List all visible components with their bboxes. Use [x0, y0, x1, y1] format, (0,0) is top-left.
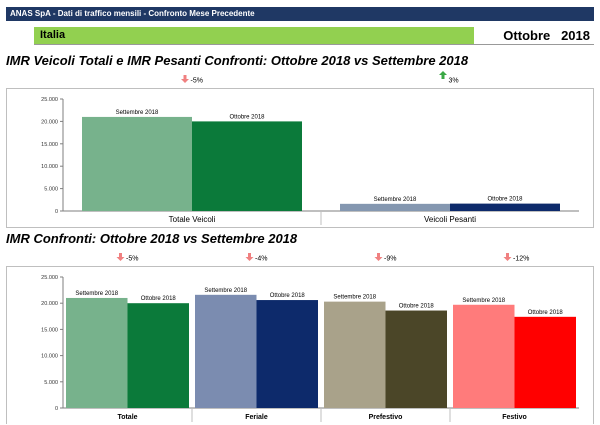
y-tick-label: 10.000: [41, 164, 58, 170]
y-tick-label: 25.000: [41, 97, 58, 103]
bar-series-label: Ottobre 2018: [487, 197, 523, 203]
change-percent: -5%: [126, 256, 138, 263]
y-tick-label: 15.000: [41, 142, 58, 148]
y-tick-label: 5.000: [44, 187, 58, 193]
bar-ottobre: [385, 310, 447, 408]
bar-series-label: Settembre 2018: [204, 288, 247, 294]
category-label: Prefestivo: [369, 414, 403, 421]
section-title-totali-pesanti: IMR Veicoli Totali e IMR Pesanti Confron…: [6, 53, 469, 68]
header-divider: [34, 44, 594, 45]
region-label: Italia: [34, 27, 474, 44]
bar-series-label: Settembre 2018: [116, 110, 159, 116]
bar-settembre: [66, 297, 128, 408]
arrow-up-icon: [439, 71, 447, 79]
chart-totali-pesanti: 0 5.000 10.000 15.000 20.000 25.000 Settembre …: [41, 97, 579, 225]
category-label: Veicoli Pesanti: [424, 215, 476, 224]
y-tick-label: 25.000: [41, 275, 58, 281]
y-tick-label: 15.000: [41, 327, 58, 333]
category-label: Totale Veicoli: [169, 215, 216, 224]
bar-series-label: Ottobre 2018: [399, 304, 435, 310]
change-percent: 3%: [449, 78, 459, 85]
y-tick-label: 0: [55, 406, 58, 412]
bar-series-label: Ottobre 2018: [528, 310, 564, 316]
arrow-down-icon: [245, 253, 254, 261]
bar-series-label: Ottobre 2018: [229, 114, 265, 120]
bar-series-label: Settembre 2018: [333, 295, 376, 301]
change-indicators-chart-1: -5% 3%: [181, 71, 459, 85]
change-percent: -5%: [191, 78, 203, 85]
bar-settembre: [82, 116, 192, 211]
bar-settembre: [453, 304, 515, 408]
change-percent: -12%: [513, 256, 529, 263]
section-title-confronti: IMR Confronti: Ottobre 2018 vs Settembre…: [6, 231, 298, 246]
y-tick-label: 5.000: [44, 380, 58, 386]
arrow-down-icon: [181, 75, 189, 83]
change-indicators-chart-2: -5% -4% -9% -12%: [116, 253, 529, 263]
chart-frame-2: 0 5.000 10.000 15.000 20.000 25.000 Settembre …: [6, 266, 594, 424]
bar-series-label: Ottobre 2018: [270, 293, 306, 299]
bar-series-label: Settembre 2018: [462, 298, 505, 304]
bar-series-label: Ottobre 2018: [141, 296, 177, 302]
chart-confronti: 0 5.000 10.000 15.000 20.000 25.000 Settembre …: [41, 275, 579, 422]
arrow-down-icon: [503, 253, 512, 261]
change-percent: -9%: [384, 256, 396, 263]
bar-ottobre: [192, 121, 302, 211]
arrow-down-icon: [116, 253, 125, 261]
y-tick-label: 0: [55, 209, 58, 215]
bar-ottobre: [256, 300, 318, 408]
category-label: Totale: [117, 414, 137, 421]
category-label: Feriale: [245, 414, 268, 421]
bar-settembre: [340, 203, 450, 211]
y-tick-label: 20.000: [41, 301, 58, 307]
bar-series-label: Settembre 2018: [374, 197, 417, 203]
period-label: Ottobre 2018: [503, 28, 590, 43]
change-percent: -4%: [255, 256, 267, 263]
bar-series-label: Settembre 2018: [75, 291, 118, 297]
bar-ottobre: [127, 303, 189, 408]
bar-settembre: [195, 294, 257, 408]
category-label: Festivo: [502, 414, 527, 421]
bar-ottobre: [450, 203, 560, 211]
y-tick-label: 20.000: [41, 119, 58, 125]
chart-frame-1: 0 5.000 10.000 15.000 20.000 25.000 Settembre …: [6, 88, 594, 228]
y-tick-label: 10.000: [41, 354, 58, 360]
bar-ottobre: [514, 316, 576, 408]
arrow-down-icon: [374, 253, 383, 261]
report-banner: ANAS SpA - Dati di traffico mensili - Co…: [6, 7, 594, 21]
bar-settembre: [324, 301, 386, 408]
